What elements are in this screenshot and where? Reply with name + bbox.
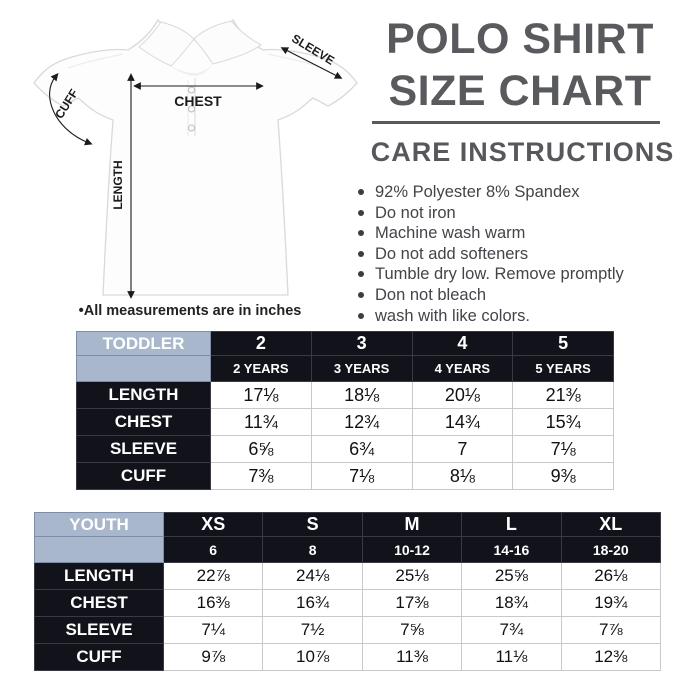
svg-text:CHEST: CHEST xyxy=(174,93,222,109)
svg-text:LENGTH: LENGTH xyxy=(111,160,125,209)
